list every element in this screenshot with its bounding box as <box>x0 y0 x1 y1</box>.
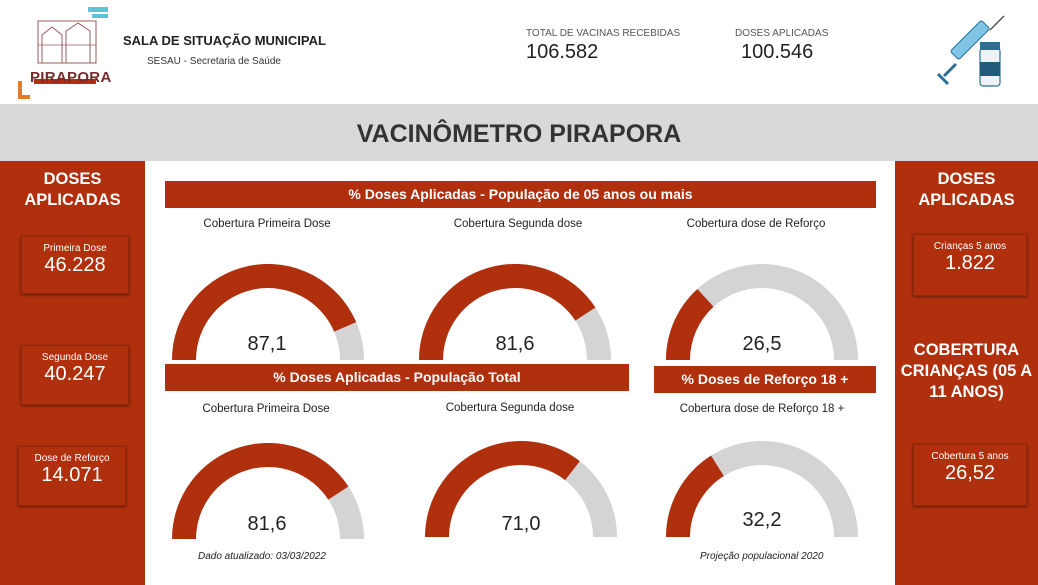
logo-text: PIRAPORA <box>30 69 112 86</box>
gauge-title-4: Cobertura Primeira Dose <box>202 403 330 415</box>
card-coverage-5: Cobertura 5 anos 26,52 <box>913 444 1027 506</box>
header-title: SALA DE SITUAÇÃO MUNICIPAL <box>123 33 326 48</box>
gauge-fill <box>172 264 357 360</box>
banner-booster18: % Doses de Reforço 18 + <box>654 366 876 393</box>
page-title: VACINÔMETRO PIRAPORA <box>356 120 682 148</box>
card-coverage-5-label: Cobertura 5 anos <box>931 451 1009 462</box>
gauge-title-5: Cobertura Segunda dose <box>445 402 575 414</box>
gauge-value-6: 32,2 <box>742 509 782 531</box>
gauge-fill <box>666 288 714 360</box>
right-panel-heading-coverage: COBERTURA CRIANÇAS (05 A 11 ANOS) <box>900 341 1033 401</box>
kpi-received-label: TOTAL DE VACINAS RECEBIDAS <box>526 28 681 39</box>
kpi-applied-label: DOSES APLICADAS <box>735 28 829 39</box>
gauge-title-6: Cobertura dose de Reforço 18 + <box>679 403 845 415</box>
banner-pop5: % Doses Aplicadas - População de 05 anos… <box>165 181 876 208</box>
gauge-second-dose-5plus <box>419 263 611 360</box>
right-panel-heading: DOSES APLICADAS <box>918 170 1015 209</box>
gauge-title-2: Cobertura Segunda dose <box>453 218 583 230</box>
note-updated: Dado atualizado: 03/03/2022 <box>198 551 326 562</box>
card-children-5-label: Crianças 5 anos <box>933 241 1007 252</box>
gauge-value-3: 26,5 <box>742 333 782 355</box>
gauge-title-3: Cobertura dose de Reforço <box>686 218 826 230</box>
pirapora-logo: PIRAPORA <box>16 5 116 101</box>
card-second-dose-value: 40.247 <box>44 363 106 385</box>
right-panel: DOSES APLICADAS Crianças 5 anos 1.822 CO… <box>895 161 1038 585</box>
card-first-dose-value: 46.228 <box>44 254 106 276</box>
card-first-dose-label: Primeira Dose <box>43 243 107 254</box>
note-projection: Projeção populacional 2020 <box>700 551 824 562</box>
card-children-5: Crianças 5 anos 1.822 <box>913 234 1027 296</box>
card-second-dose: Segunda Dose 40.247 <box>21 345 129 405</box>
card-booster-dose-label: Dose de Reforço <box>34 453 110 464</box>
kpi-received-value: 106.582 <box>526 41 599 63</box>
kpi-applied-value: 100.546 <box>741 41 814 63</box>
gauge-second-dose-total <box>425 441 617 537</box>
gauge-fill <box>425 441 580 537</box>
card-children-5-value: 1.822 <box>944 252 996 274</box>
card-first-dose: Primeira Dose 46.228 <box>21 236 129 294</box>
card-booster-dose: Dose de Reforço 14.071 <box>18 446 126 506</box>
gauge-value-1: 87,1 <box>247 333 287 355</box>
left-panel: DOSES APLICADAS Primeira Dose 46.228 Seg… <box>0 161 145 585</box>
gauge-booster-18plus <box>666 441 858 537</box>
syringe-icon <box>936 15 1005 87</box>
gauge-value-5: 71,0 <box>501 513 541 535</box>
center-panel: % Doses Aplicadas - População de 05 anos… <box>145 161 895 585</box>
gauge-booster-5plus <box>666 264 858 360</box>
card-second-dose-label: Segunda Dose <box>41 352 109 363</box>
left-panel-heading: DOSES APLICADAS <box>24 170 121 209</box>
gauge-value-2: 81,6 <box>495 333 535 355</box>
gauge-first-dose-total <box>172 442 364 539</box>
gauge-title-1: Cobertura Primeira Dose <box>203 218 331 230</box>
header-subtitle: SESAU - Secretaria de Saúde <box>147 56 281 67</box>
header: PIRAPORA SALA DE SITUAÇÃO MUNICIPAL SESA… <box>0 0 1038 104</box>
card-booster-dose-value: 14.071 <box>41 464 103 486</box>
card-coverage-5-value: 26,52 <box>944 462 996 484</box>
gauge-fill <box>419 263 596 360</box>
gauge-first-dose-5plus <box>172 264 364 360</box>
title-band: VACINÔMETRO PIRAPORA <box>0 104 1038 161</box>
gauge-fill <box>172 442 349 539</box>
gauge-value-4: 81,6 <box>247 513 287 535</box>
gauge-fill <box>666 455 724 537</box>
banner-total: % Doses Aplicadas - População Total <box>165 364 629 391</box>
gauge-track <box>666 264 858 360</box>
